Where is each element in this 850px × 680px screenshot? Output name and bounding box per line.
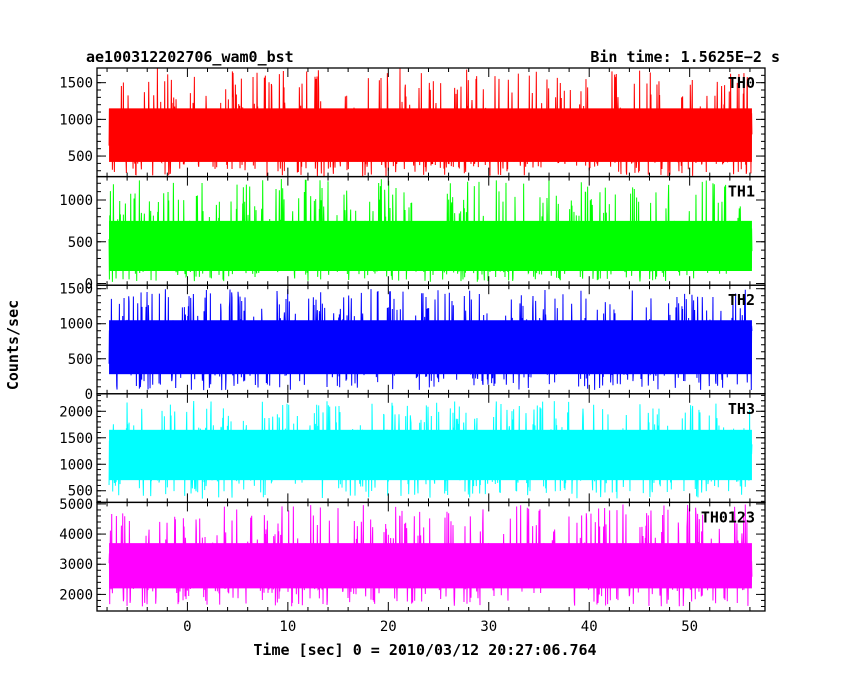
x-tick-label: 40	[581, 619, 598, 635]
y-tick-label: 1000	[59, 193, 93, 209]
series-line-th1	[108, 179, 753, 282]
y-tick-label: 0	[85, 387, 93, 403]
chart-title-left: ae100312202706_wam0_bst	[86, 48, 294, 66]
panel-th0123: 2000 3000 4000 5000 TH0123	[59, 497, 766, 612]
panel-th0: 500 1000 1500 TH0	[59, 67, 766, 178]
y-tick-label: 1500	[59, 76, 93, 92]
panel-label-th0123: TH0123	[701, 508, 755, 526]
chart-title-right: Bin time: 1.5625E−2 s	[590, 48, 780, 66]
y-tick-label: 3000	[59, 557, 93, 573]
series-line-th0123	[108, 504, 753, 607]
panel-label-th3: TH3	[728, 400, 755, 418]
y-tick-label: 1000	[59, 112, 93, 128]
y-tick-label: 1500	[59, 282, 93, 298]
y-tick-label: 500	[68, 484, 93, 500]
panel-frame	[96, 501, 766, 612]
y-tick-label: 1000	[59, 457, 93, 473]
y-tick-label: 500	[68, 235, 93, 251]
y-tick-label: 4000	[59, 527, 93, 543]
x-tick-label: 50	[681, 619, 698, 635]
panel-label-th0: TH0	[728, 74, 755, 92]
y-tick-label: 1000	[59, 317, 93, 333]
x-axis-label: Time [sec] 0 = 2010/03/12 20:27:06.764	[253, 641, 596, 659]
series-line-th2	[108, 289, 753, 391]
panel-th2: 0 500 1000 1500 TH2	[59, 282, 766, 403]
x-tick-label: 0	[183, 619, 191, 635]
x-tick-label: 30	[480, 619, 497, 635]
y-tick-label: 500	[68, 149, 93, 165]
panel-label-th1: TH1	[728, 183, 755, 201]
y-tick-label: 2000	[59, 587, 93, 603]
y-axis-label: Counts/sec	[4, 300, 22, 390]
series-line-th3	[108, 400, 753, 499]
x-tick-label: 10	[279, 619, 296, 635]
y-tick-label: 5000	[59, 497, 93, 513]
y-tick-label: 500	[68, 352, 93, 368]
panel-th3: 500 1000 1500 2000 TH3	[59, 393, 766, 504]
y-tick-label: 1500	[59, 431, 93, 447]
series-line-th0	[108, 68, 753, 177]
panel-th1: 0 500 1000 TH1	[59, 175, 766, 293]
y-tick-label: 0	[85, 277, 93, 293]
panel-label-th2: TH2	[728, 291, 755, 309]
y-tick-label: 2000	[59, 404, 93, 420]
x-tick-label: 20	[380, 619, 397, 635]
